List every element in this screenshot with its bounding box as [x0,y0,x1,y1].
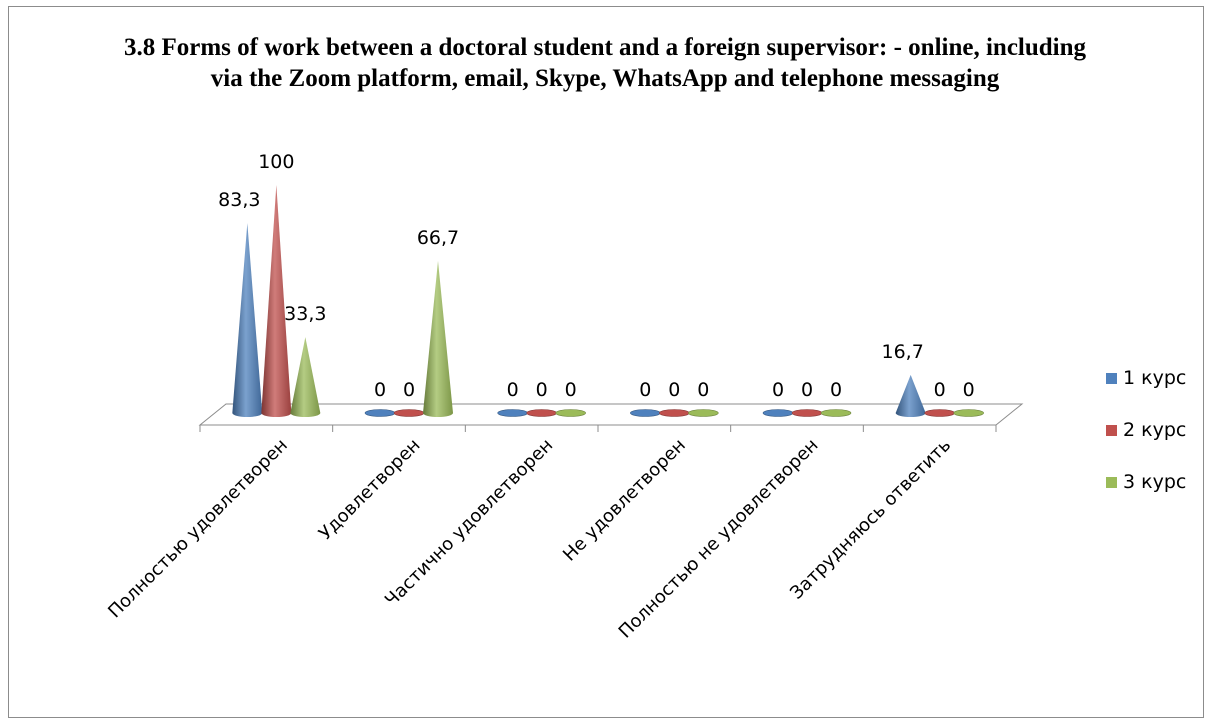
legend-item: 2 курс [1106,418,1186,442]
legend-label: 1 курс [1123,367,1187,389]
data-label: 0 [536,379,548,401]
data-label: 83,3 [218,189,260,211]
data-label: 33,3 [284,303,326,325]
data-label: 0 [772,379,784,401]
legend-item: 3 курс [1106,470,1186,494]
legend-swatch [1106,372,1117,384]
chart-title: 3.8 Forms of work between a doctoral stu… [123,34,1087,92]
cone-base-zero [526,409,557,417]
x-tick-label: Полностью удовлетворен [104,435,292,623]
cone-base-zero [555,409,586,417]
data-label: 0 [830,379,842,401]
cone-bar [423,260,453,417]
legend-item: 1 курс [1106,366,1186,390]
cone-bar [261,185,292,417]
data-label: 0 [374,379,386,401]
cone-base-zero [953,409,984,417]
cone-base-zero [497,409,528,417]
x-tick-label: Не удовлетворен [559,435,690,566]
data-label: 0 [668,379,680,401]
cone-base-zero [364,409,396,417]
data-label: 0 [639,379,651,401]
data-label: 16,7 [882,341,924,363]
data-label: 0 [934,379,946,401]
cone-base-zero [688,409,719,417]
cone-bar [895,374,926,417]
cone-bar [232,223,263,417]
cone-base-zero [791,409,823,417]
data-label: 0 [507,379,519,401]
x-tick-label: Удовлетворен [315,435,425,545]
legend: 1 курс 2 курс 3 курс [1106,366,1186,522]
cone-bar [290,337,321,417]
cone-base-zero [820,409,852,417]
cone-base-zero [924,409,955,417]
cone-base-zero [393,409,425,417]
chart-frame [8,6,1204,718]
cone-base-zero [630,409,661,417]
data-label: 0 [801,379,813,401]
cone-base-zero [659,409,690,417]
data-label: 100 [258,151,294,173]
legend-label: 3 курс [1123,471,1187,493]
data-label: 0 [963,379,975,401]
legend-swatch [1106,476,1117,488]
data-label: 0 [697,379,709,401]
data-label: 0 [565,379,577,401]
cone-base-zero [762,409,794,417]
data-label: 66,7 [417,227,459,249]
legend-swatch [1106,424,1117,436]
legend-label: 2 курс [1123,419,1187,441]
data-label: 0 [403,379,415,401]
